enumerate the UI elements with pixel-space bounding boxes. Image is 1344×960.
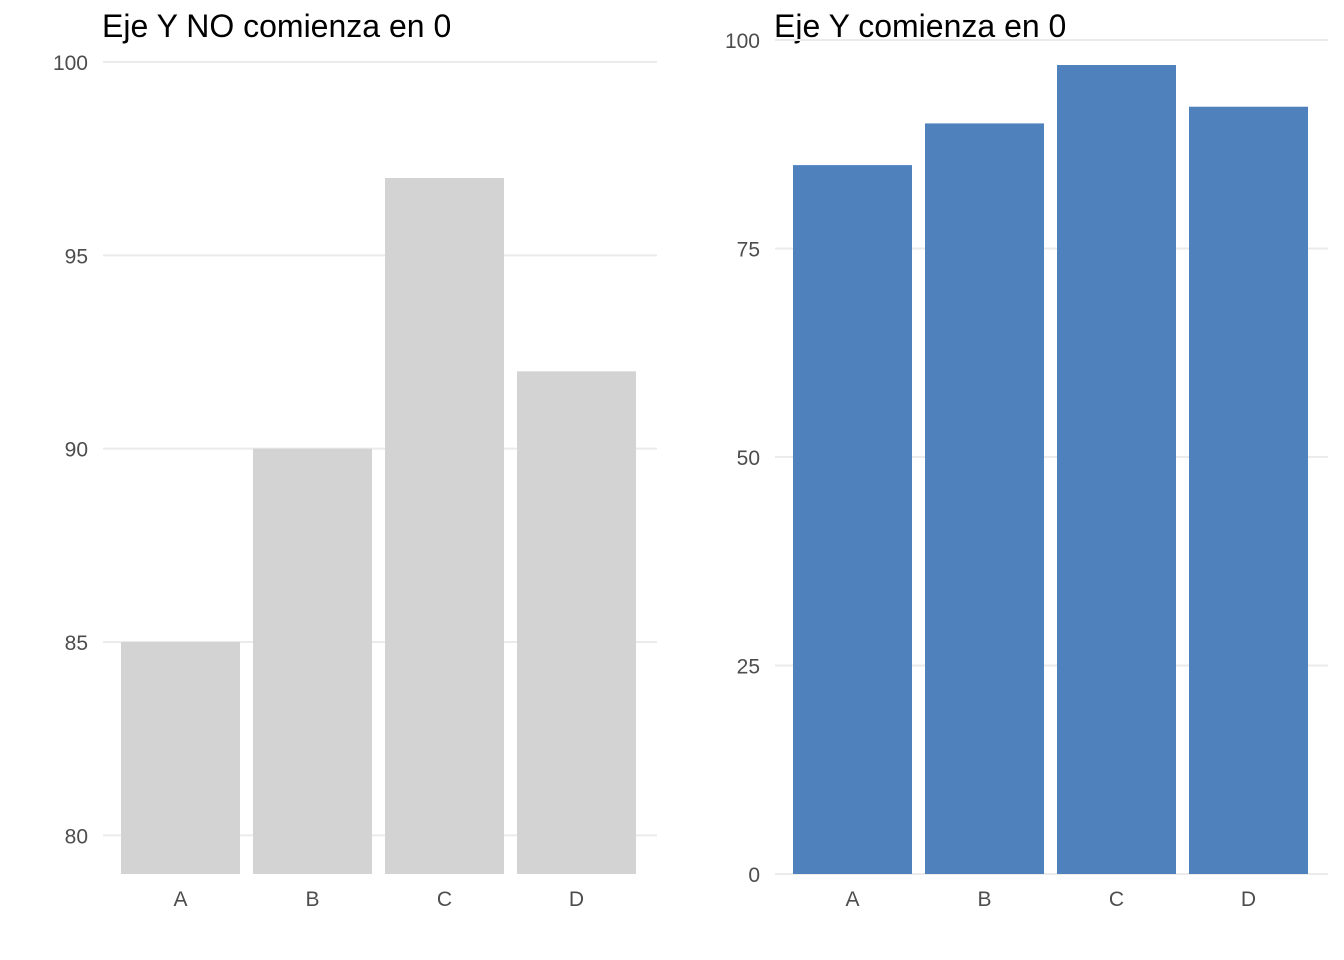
x-tick-label-left-D: D: [569, 888, 584, 911]
bar-left-D: [517, 371, 636, 874]
bar-left-B: [253, 448, 372, 874]
y-tick-label-right-50: 50: [737, 447, 760, 470]
y-tick-label-right-0: 0: [748, 864, 760, 887]
bar-right-A: [793, 165, 912, 875]
y-tick-label-right-75: 75: [737, 239, 760, 262]
x-tick-label-right-D: D: [1241, 888, 1256, 911]
x-tick-label-left-A: A: [173, 888, 187, 911]
x-tick-label-right-B: B: [977, 888, 991, 911]
x-tick-label-left-C: C: [437, 888, 452, 911]
x-tick-label-right-A: A: [845, 888, 859, 911]
bar-right-B: [925, 123, 1044, 874]
x-tick-label-right-C: C: [1109, 888, 1124, 911]
bar-left-C: [385, 178, 504, 874]
y-tick-label-right-25: 25: [737, 656, 760, 679]
y-tick-label-left-95: 95: [65, 245, 88, 268]
x-tick-label-left-B: B: [305, 888, 319, 911]
y-tick-label-left-90: 90: [65, 439, 88, 462]
y-tick-label-right-100: 100: [725, 30, 760, 53]
bar-right-C: [1057, 65, 1176, 874]
y-tick-label-left-85: 85: [65, 632, 88, 655]
chart-title-left: Eje Y NO comienza en 0: [102, 8, 452, 44]
bar-left-A: [121, 642, 240, 874]
chart-title-right: Eje Y comienza en 0: [774, 8, 1067, 44]
y-tick-label-left-100: 100: [53, 52, 88, 75]
bar-right-D: [1189, 106, 1308, 875]
y-tick-label-left-80: 80: [65, 825, 88, 848]
